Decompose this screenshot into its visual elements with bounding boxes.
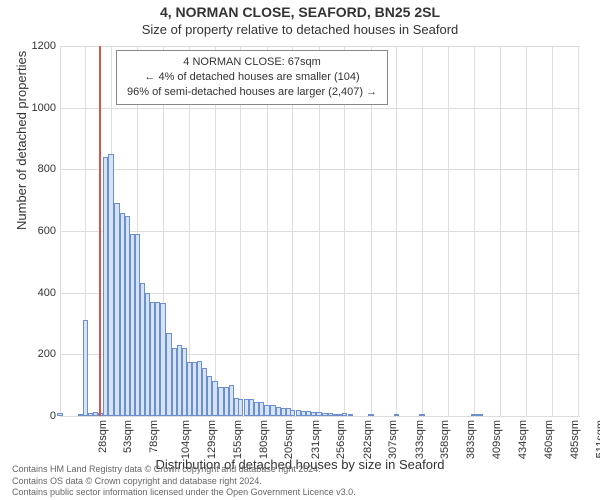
x-tick-label: 78sqm [148,420,160,453]
footer-line: Contains public sector information licen… [12,487,356,498]
histogram-bar [419,414,424,416]
x-tick-label: 511sqm [595,420,600,458]
histogram-bar [264,405,269,416]
histogram-bar [348,414,353,416]
histogram-bar [316,412,321,416]
annotation-line: ← 4% of detached houses are smaller (104… [127,70,377,85]
gridline-y [60,416,580,417]
plot-region: 02004006008001000120028sqm53sqm78sqm104s… [60,46,580,416]
x-tick-label: 129sqm [206,420,218,459]
x-tick-label: 180sqm [258,420,270,459]
x-tick-label: 434sqm [517,420,529,459]
gridline-x [500,46,501,416]
y-tick-label: 400 [16,287,56,299]
x-tick-label: 307sqm [388,420,400,459]
histogram-bar [83,320,88,416]
y-axis-label: Number of detached properties [14,51,29,230]
x-tick-label: 205sqm [284,420,296,459]
annotation-line: 96% of semi-detached houses are larger (… [127,85,377,100]
gridline-x [526,46,527,416]
histogram-bar [160,303,165,416]
histogram-bar [212,381,217,416]
x-tick-label: 282sqm [362,420,374,459]
annotation-line: 4 NORMAN CLOSE: 67sqm [127,55,377,70]
histogram-bar [342,413,347,416]
y-tick-label: 1200 [16,40,56,52]
x-tick-label: 53sqm [123,420,135,453]
gridline-x [60,46,61,416]
histogram-bar [471,414,476,416]
x-tick-label: 28sqm [97,420,109,453]
reference-line [99,46,101,416]
y-tick-label: 200 [16,348,56,360]
x-tick-label: 333sqm [414,420,426,459]
x-tick-label: 358sqm [440,420,452,459]
title-line-2: Size of property relative to detached ho… [0,22,600,37]
histogram-bar [394,414,399,416]
annotation-box: 4 NORMAN CLOSE: 67sqm← 4% of detached ho… [116,50,388,105]
gridline-x [578,46,579,416]
x-tick-label: 231sqm [310,420,322,459]
histogram-bar [57,413,62,416]
figure: 4, NORMAN CLOSE, SEAFORD, BN25 2SL Size … [0,0,600,500]
y-tick-label: 1000 [16,102,56,114]
histogram-bar [477,414,482,416]
footer-attribution: Contains HM Land Registry data © Crown c… [12,464,356,498]
y-tick-label: 600 [16,225,56,237]
histogram-bar [238,399,243,416]
x-tick-label: 155sqm [233,420,245,459]
gridline-x [474,46,475,416]
gridline-x [448,46,449,416]
footer-line: Contains OS data © Crown copyright and d… [12,476,356,487]
histogram-bar [290,410,295,416]
gridline-x [422,46,423,416]
x-tick-label: 383sqm [465,420,477,459]
x-tick-label: 256sqm [336,420,348,459]
y-tick-label: 0 [16,410,56,422]
chart-area: 02004006008001000120028sqm53sqm78sqm104s… [60,46,580,416]
title-line-1: 4, NORMAN CLOSE, SEAFORD, BN25 2SL [0,4,600,20]
y-tick-label: 800 [16,163,56,175]
gridline-x [396,46,397,416]
histogram-bar [108,154,113,416]
histogram-bar [368,414,373,416]
x-tick-label: 104sqm [181,420,193,459]
gridline-x [552,46,553,416]
footer-line: Contains HM Land Registry data © Crown c… [12,464,356,475]
x-tick-label: 485sqm [569,420,581,459]
x-tick-label: 460sqm [544,420,556,459]
x-tick-label: 409sqm [492,420,504,459]
